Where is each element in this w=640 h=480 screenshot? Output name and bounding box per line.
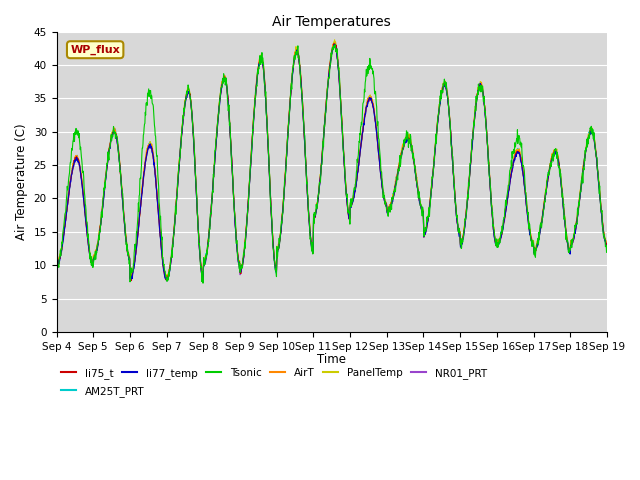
Y-axis label: Air Temperature (C): Air Temperature (C) xyxy=(15,123,28,240)
Legend: AM25T_PRT: AM25T_PRT xyxy=(56,382,148,401)
X-axis label: Time: Time xyxy=(317,353,346,366)
Title: Air Temperatures: Air Temperatures xyxy=(273,15,391,29)
Text: WP_flux: WP_flux xyxy=(70,45,120,55)
